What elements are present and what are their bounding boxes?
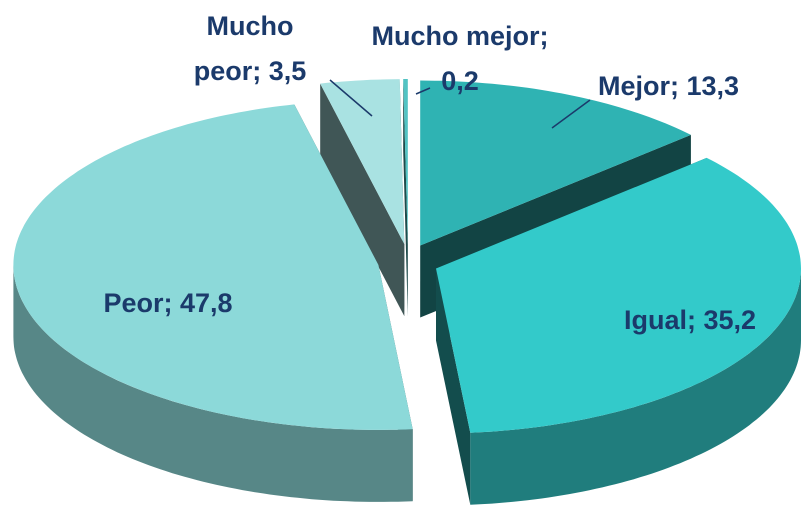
leader-line xyxy=(415,87,431,95)
data-label: Peor; 47,8 xyxy=(103,288,232,318)
slice xyxy=(436,157,801,433)
data-label: Mucho xyxy=(207,11,294,41)
slice xyxy=(420,80,691,246)
slice-side xyxy=(13,264,413,502)
data-label: 0,2 xyxy=(441,66,479,96)
slice-cut xyxy=(403,79,408,316)
slice-cut xyxy=(320,83,405,317)
data-label: Mucho mejor; xyxy=(371,21,548,51)
data-label: Igual; 35,2 xyxy=(624,305,756,335)
leader-line xyxy=(551,99,591,129)
slice xyxy=(13,104,413,430)
slice xyxy=(320,79,405,245)
data-label: Mejor; 13,3 xyxy=(598,71,739,101)
slice-side xyxy=(470,268,801,505)
slice xyxy=(403,79,408,244)
leader-line xyxy=(329,79,373,117)
slice-cut xyxy=(436,268,471,505)
data-label: peor; 3,5 xyxy=(194,56,307,86)
